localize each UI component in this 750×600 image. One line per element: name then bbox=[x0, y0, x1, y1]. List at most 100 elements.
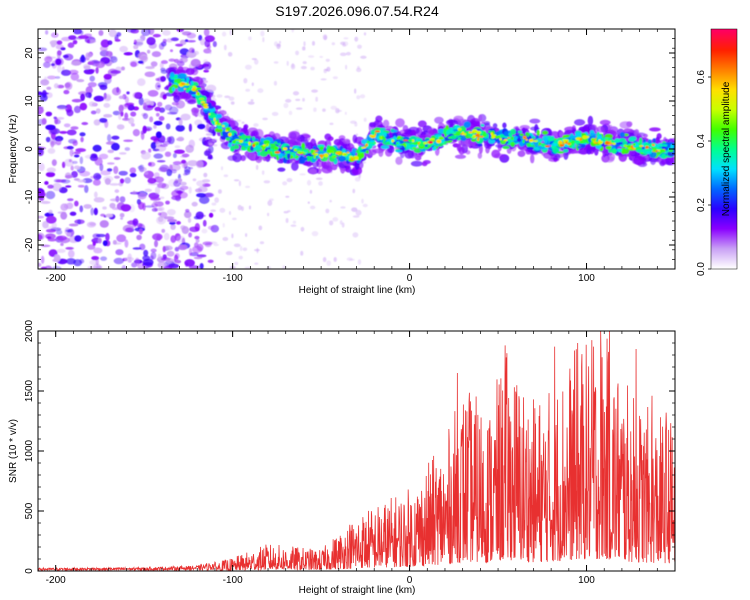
ridge-core bbox=[603, 137, 609, 140]
ridge-blob bbox=[405, 144, 411, 150]
ridge-core bbox=[659, 143, 663, 148]
noise-blob bbox=[109, 198, 120, 202]
noise-blob bbox=[313, 107, 317, 112]
noise-blob bbox=[103, 73, 112, 80]
noise-blob bbox=[65, 185, 72, 188]
noise-blob bbox=[318, 181, 323, 186]
top-x-axis-label: Height of straight line (km) bbox=[299, 285, 416, 296]
noise-blob bbox=[199, 262, 204, 269]
noise-blob bbox=[282, 181, 288, 186]
noise-blob bbox=[80, 136, 84, 143]
ridge-core bbox=[461, 131, 465, 136]
ridge-core bbox=[296, 150, 302, 154]
noise-blob bbox=[66, 258, 76, 265]
noise-blob bbox=[223, 44, 227, 51]
noise-blob bbox=[363, 117, 367, 122]
noise-blob bbox=[51, 159, 57, 166]
colorbar-step bbox=[711, 67, 737, 70]
colorbar-step bbox=[711, 69, 737, 72]
ridge-core bbox=[627, 143, 634, 146]
noise-blob bbox=[40, 255, 45, 264]
noise-blob bbox=[60, 211, 68, 220]
ridge-core bbox=[310, 149, 315, 154]
ridge-halo bbox=[434, 116, 444, 124]
ridge-halo bbox=[530, 154, 535, 164]
ridge-halo bbox=[491, 149, 501, 159]
noise-blob bbox=[123, 52, 133, 56]
noise-blob bbox=[341, 222, 345, 228]
colorbar-step bbox=[711, 157, 737, 160]
ridge-core bbox=[525, 138, 528, 141]
noise-blob bbox=[79, 102, 88, 111]
noise-blob bbox=[231, 233, 234, 239]
noise-blob bbox=[176, 221, 181, 225]
ridge-blob bbox=[216, 113, 223, 119]
ridge-halo bbox=[173, 94, 180, 103]
ridge-core bbox=[203, 105, 209, 109]
colorbar-step bbox=[711, 231, 737, 234]
ridge-blob bbox=[263, 139, 271, 145]
colorbar-step bbox=[711, 91, 737, 94]
noise-blob bbox=[147, 104, 153, 109]
ridge-peak bbox=[354, 157, 359, 161]
colorbar-step bbox=[711, 215, 737, 218]
colorbar-step bbox=[711, 41, 737, 44]
noise-blob bbox=[351, 207, 358, 212]
noise-blob bbox=[357, 65, 360, 70]
colorbar-step bbox=[711, 139, 737, 142]
noise-blob bbox=[137, 60, 144, 64]
colorbar-step bbox=[711, 255, 737, 258]
noise-blob bbox=[56, 64, 62, 73]
noise-blob bbox=[119, 212, 125, 218]
colorbar-step bbox=[711, 115, 737, 118]
ridge-halo bbox=[519, 124, 530, 130]
ridge-blob bbox=[452, 128, 460, 132]
noise-blob bbox=[150, 61, 158, 67]
noise-blob bbox=[144, 71, 156, 78]
ridge-core bbox=[491, 135, 496, 139]
noise-blob bbox=[336, 109, 342, 112]
noise-blob bbox=[202, 63, 210, 68]
noise-blob bbox=[322, 108, 326, 112]
noise-blob bbox=[158, 206, 165, 212]
noise-blob bbox=[63, 89, 70, 95]
noise-blob bbox=[79, 132, 86, 137]
ridge-blob bbox=[611, 148, 617, 154]
noise-blob bbox=[291, 29, 295, 33]
ridge-blob bbox=[668, 149, 674, 153]
colorbar-step bbox=[711, 145, 737, 148]
ridge-blob bbox=[460, 136, 467, 142]
bottom-y-ticks: 0 500 1000 1500 2000 bbox=[24, 319, 675, 574]
noise-blob bbox=[359, 94, 366, 99]
noise-blob bbox=[99, 84, 108, 91]
ridge-core bbox=[351, 157, 355, 161]
noise-blob bbox=[254, 58, 259, 65]
noise-blob bbox=[151, 202, 158, 208]
noise-blob bbox=[109, 202, 116, 209]
noise-blob bbox=[108, 29, 117, 38]
ridge-blob bbox=[445, 125, 449, 130]
ridge-blob bbox=[629, 136, 637, 141]
ridge-core bbox=[361, 146, 367, 149]
noise-blob bbox=[149, 116, 154, 123]
noise-blob bbox=[60, 242, 64, 247]
ridge-core bbox=[261, 146, 266, 150]
noise-blob bbox=[208, 142, 213, 146]
noise-blob bbox=[66, 145, 74, 150]
noise-blob bbox=[63, 123, 71, 128]
noise-blob bbox=[157, 101, 163, 107]
noise-blob bbox=[45, 215, 57, 224]
noise-blob bbox=[109, 183, 120, 186]
noise-blob bbox=[187, 160, 199, 167]
colorbar-step bbox=[711, 35, 737, 38]
bottom-y-tick-label-0: 0 bbox=[24, 568, 35, 574]
noise-blob bbox=[114, 38, 121, 42]
noise-blob bbox=[225, 251, 233, 256]
noise-blob bbox=[95, 67, 99, 74]
noise-blob bbox=[57, 50, 62, 56]
noise-blob bbox=[45, 111, 53, 117]
noise-blob bbox=[88, 101, 96, 107]
ridge-blob bbox=[551, 142, 558, 147]
noise-blob bbox=[302, 97, 305, 102]
ridge-blob bbox=[575, 131, 582, 138]
